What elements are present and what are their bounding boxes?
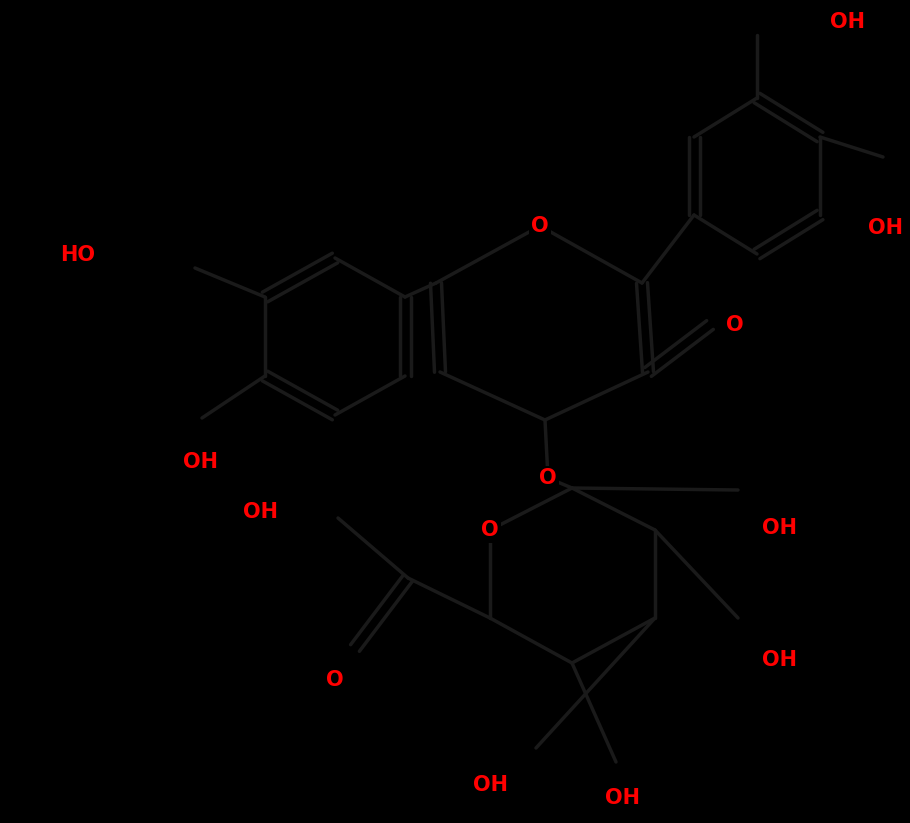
Text: O: O [326, 670, 344, 690]
Text: OH: OH [183, 452, 217, 472]
Text: O: O [531, 216, 549, 236]
Text: OH: OH [868, 218, 903, 238]
Text: OH: OH [242, 502, 278, 522]
Text: OH: OH [762, 518, 797, 538]
Text: HO: HO [60, 245, 95, 265]
Text: OH: OH [762, 650, 797, 670]
Text: OH: OH [830, 12, 865, 32]
Text: O: O [726, 315, 743, 335]
Text: O: O [481, 520, 499, 540]
Text: O: O [540, 468, 557, 488]
Text: OH: OH [604, 788, 640, 808]
Text: OH: OH [472, 775, 508, 795]
